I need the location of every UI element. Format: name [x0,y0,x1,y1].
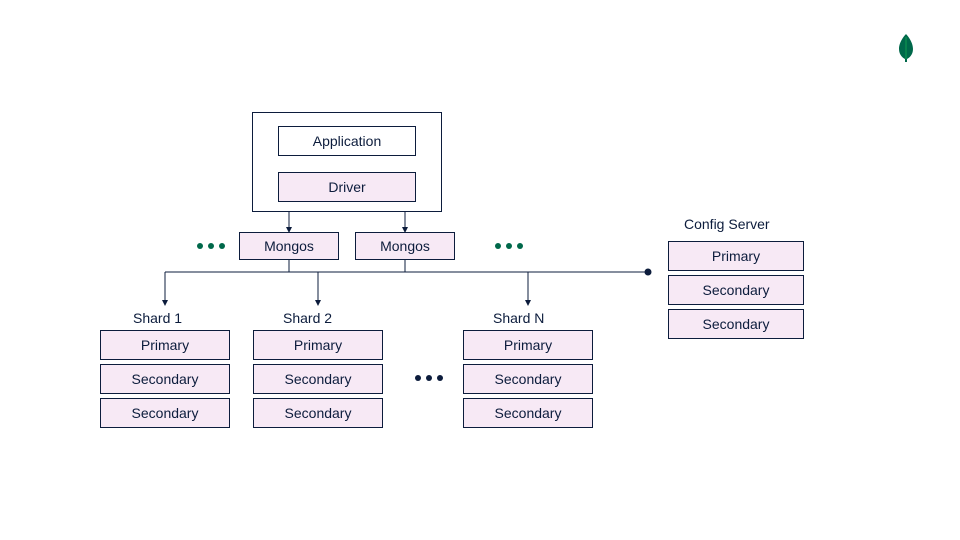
shard-node-label: Secondary [132,405,199,421]
mongos-label: Mongos [264,238,314,254]
config-node-label: Primary [712,248,760,264]
shard-0-node-0: Primary [100,330,230,360]
config-node-label: Secondary [703,282,770,298]
config-node-label: Secondary [703,316,770,332]
mongos-box-0: Mongos [239,232,339,260]
shard-title-0: Shard 1 [133,310,182,326]
ellipsis-shards-icon [415,375,443,381]
shard-0-node-1: Secondary [100,364,230,394]
config-node-1: Secondary [668,275,804,305]
shard-0-node-2: Secondary [100,398,230,428]
shard-node-label: Secondary [285,405,352,421]
mongos-box-1: Mongos [355,232,455,260]
config-node-0: Primary [668,241,804,271]
shard-node-label: Secondary [285,371,352,387]
connection-lines [0,0,960,540]
shard-2-node-0: Primary [463,330,593,360]
driver-box: Driver [278,172,416,202]
mongodb-leaf-icon [896,34,916,67]
mongos-label: Mongos [380,238,430,254]
shard-1-node-2: Secondary [253,398,383,428]
shard-title-2: Shard N [493,310,544,326]
shard-2-node-1: Secondary [463,364,593,394]
shard-node-label: Secondary [132,371,199,387]
shard-node-label: Secondary [495,405,562,421]
shard-title-1: Shard 2 [283,310,332,326]
application-label: Application [313,133,382,149]
config-server-title: Config Server [684,216,770,232]
shard-node-label: Primary [141,337,189,353]
application-box: Application [278,126,416,156]
ellipsis-mongos-left-icon [197,243,225,249]
driver-label: Driver [328,179,365,195]
ellipsis-mongos-right-icon [495,243,523,249]
shard-1-node-1: Secondary [253,364,383,394]
shard-node-label: Primary [504,337,552,353]
shard-node-label: Primary [294,337,342,353]
shard-2-node-2: Secondary [463,398,593,428]
shard-1-node-0: Primary [253,330,383,360]
shard-node-label: Secondary [495,371,562,387]
config-node-2: Secondary [668,309,804,339]
